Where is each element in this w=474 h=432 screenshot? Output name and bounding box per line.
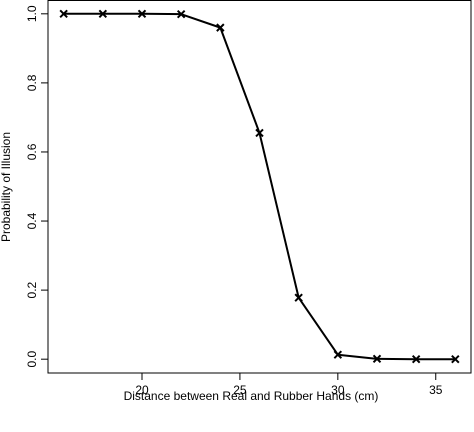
data-point-marker [372,354,382,364]
y-tick-label: 0.8 [25,74,39,91]
data-point-marker [333,350,343,359]
y-axis-title: Probability of Illusion [0,132,13,242]
data-point-marker [137,9,147,19]
data-point-marker [411,354,421,364]
y-tick-label: 1.0 [25,5,39,22]
x-tick-label: 30 [331,383,345,397]
data-point-marker [176,9,186,19]
y-tick-label: 0.4 [25,212,39,229]
y-tick-label: 0.0 [25,351,39,368]
y-tick-label: 0.6 [25,143,39,160]
data-point-marker [98,9,108,19]
data-point-marker [294,293,303,302]
x-axis-title: Distance between Real and Rubber Hands (… [124,389,379,403]
y-tick-label: 0.2 [25,281,39,298]
data-point-marker [216,23,225,32]
series-layer [59,9,460,364]
x-tick-label: 20 [135,383,149,397]
x-tick-label: 35 [429,383,443,397]
data-point-marker [255,128,264,138]
plot-frame [47,0,472,374]
data-point-marker [451,354,460,364]
axes: 20 25 30 35 0.0 0.2 0.4 0.6 0.8 1.0 [25,0,472,397]
data-point-marker [59,9,68,19]
series-line [63,12,456,361]
x-tick-label: 25 [233,383,247,397]
